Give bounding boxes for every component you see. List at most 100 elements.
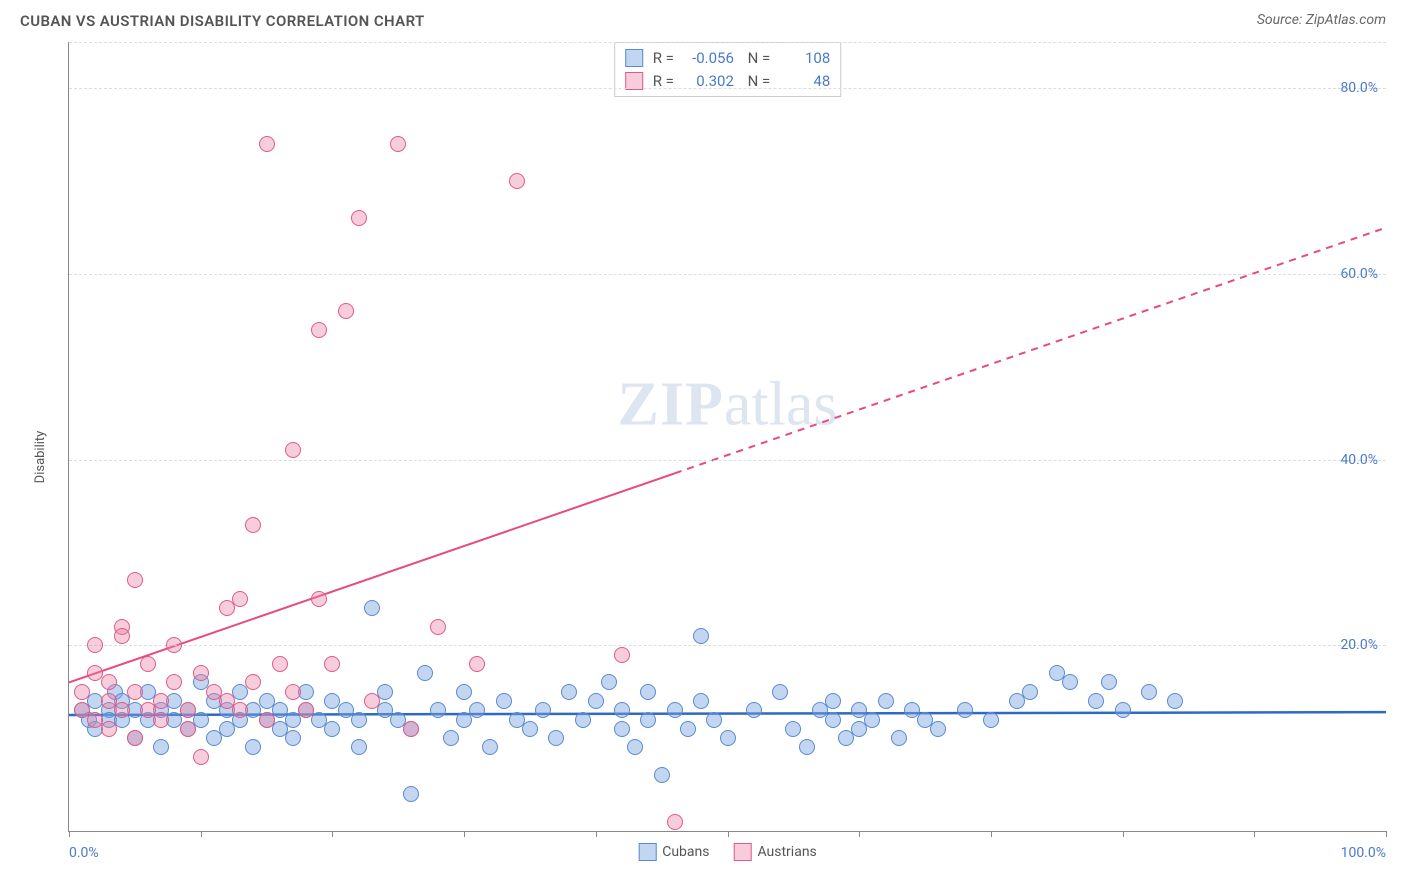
x-tick [464, 831, 465, 837]
x-tick [332, 831, 333, 837]
y-axis-label: Disability [33, 431, 48, 484]
scatter-point [957, 702, 973, 718]
scatter-point [232, 702, 248, 718]
x-tick [1386, 831, 1387, 837]
scatter-point [878, 693, 894, 709]
scatter-point [640, 712, 656, 728]
scatter-point [193, 712, 209, 728]
y-tick-label: 80.0% [1340, 80, 1378, 96]
legend-swatch-austrians [733, 843, 751, 861]
y-tick-label: 40.0% [1340, 452, 1378, 468]
scatter-point [825, 693, 841, 709]
scatter-point [983, 712, 999, 728]
x-tick [69, 831, 70, 837]
scatter-point [298, 702, 314, 718]
scatter-point [509, 173, 525, 189]
x-tick [201, 831, 202, 837]
plot-area: ZIPatlas R = -0.056 N = 108 R = 0.302 N … [68, 42, 1386, 832]
scatter-point [403, 786, 419, 802]
scatter-point [114, 702, 130, 718]
scatter-point [522, 721, 538, 737]
legend-cubans: Cubans [638, 843, 709, 861]
scatter-point [338, 303, 354, 319]
scatter-point [245, 517, 261, 533]
scatter-point [311, 591, 327, 607]
x-tick [1123, 831, 1124, 837]
scatter-point [74, 684, 90, 700]
scatter-point [799, 739, 815, 755]
scatter-point [561, 684, 577, 700]
scatter-point [1141, 684, 1157, 700]
gridline [69, 42, 1386, 43]
scatter-point [640, 684, 656, 700]
x-axis-min-label: 0.0% [69, 845, 99, 861]
scatter-point [693, 628, 709, 644]
scatter-point [245, 739, 261, 755]
x-axis-max-label: 100.0% [1341, 845, 1386, 861]
scatter-point [667, 814, 683, 830]
scatter-point [614, 721, 630, 737]
scatter-point [403, 721, 419, 737]
y-tick-label: 20.0% [1340, 637, 1378, 653]
scatter-point [654, 767, 670, 783]
scatter-point [417, 665, 433, 681]
scatter-point [364, 600, 380, 616]
scatter-point [364, 693, 380, 709]
scatter-point [127, 684, 143, 700]
scatter-point [825, 712, 841, 728]
scatter-point [575, 712, 591, 728]
gridline [69, 88, 1386, 89]
x-tick [859, 831, 860, 837]
legend-austrians: Austrians [733, 843, 816, 861]
scatter-point [706, 712, 722, 728]
scatter-point [1101, 674, 1117, 690]
series-legend: Cubans Austrians [638, 843, 817, 861]
scatter-point [272, 656, 288, 672]
scatter-point [193, 749, 209, 765]
scatter-point [614, 702, 630, 718]
scatter-point [482, 739, 498, 755]
scatter-point [456, 684, 472, 700]
scatter-point [614, 647, 630, 663]
x-tick [596, 831, 597, 837]
scatter-point [180, 702, 196, 718]
scatter-point [1022, 684, 1038, 700]
scatter-point [285, 730, 301, 746]
scatter-point [153, 712, 169, 728]
scatter-point [864, 712, 880, 728]
y-tick-label: 60.0% [1340, 266, 1378, 282]
scatter-point [351, 210, 367, 226]
scatter-point [535, 702, 551, 718]
scatter-point [153, 693, 169, 709]
scatter-point [377, 684, 393, 700]
scatter-point [1088, 693, 1104, 709]
scatter-point [101, 721, 117, 737]
scatter-point [588, 693, 604, 709]
scatter-point [193, 665, 209, 681]
scatter-point [166, 637, 182, 653]
scatter-point [720, 730, 736, 746]
scatter-point [1115, 702, 1131, 718]
scatter-point [232, 591, 248, 607]
scatter-point [667, 702, 683, 718]
gridline [69, 460, 1386, 461]
scatter-point [548, 730, 564, 746]
scatter-point [772, 684, 788, 700]
x-tick [991, 831, 992, 837]
scatter-point [245, 674, 261, 690]
scatter-point [680, 721, 696, 737]
scatter-point [430, 619, 446, 635]
scatter-point [127, 572, 143, 588]
scatter-point [259, 712, 275, 728]
scatter-point [114, 628, 130, 644]
scatter-point [930, 721, 946, 737]
scatter-point [746, 702, 762, 718]
legend-swatch-cubans [638, 843, 656, 861]
scatter-point [180, 721, 196, 737]
scatter-point [101, 674, 117, 690]
scatter-point [496, 693, 512, 709]
scatter-point [1167, 693, 1183, 709]
scatter-point [351, 712, 367, 728]
scatter-point [153, 739, 169, 755]
scatter-point [324, 656, 340, 672]
